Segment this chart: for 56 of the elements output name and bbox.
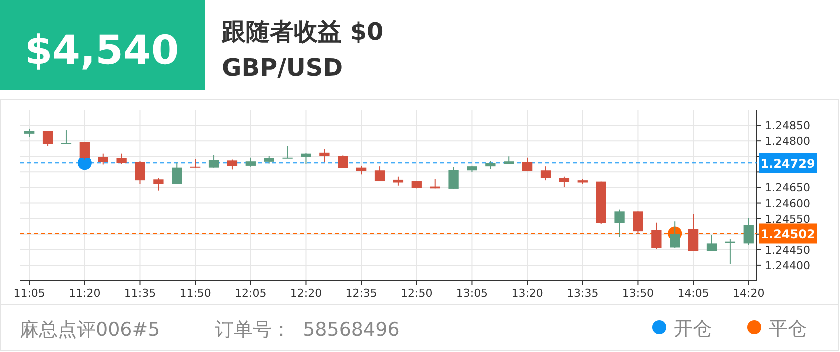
candlestick	[61, 130, 72, 144]
y-tick-label: 1.24850	[765, 120, 810, 133]
x-tick-label: 12:50	[401, 287, 433, 300]
x-tick-label: 12:05	[235, 287, 267, 300]
candlestick	[338, 155, 348, 169]
y-tick-label: 1.24650	[765, 182, 810, 195]
candlestick	[135, 160, 146, 184]
y-tick-label: 1.24600	[765, 197, 810, 210]
candlestick	[227, 159, 238, 170]
candlestick	[559, 176, 570, 188]
candlestick	[540, 166, 552, 182]
x-tick-label: 14:20	[733, 287, 765, 300]
candlestick	[116, 153, 127, 165]
candlestick	[633, 211, 644, 235]
x-tick-label: 11:20	[69, 287, 101, 300]
text: $4,540	[24, 28, 180, 74]
x-tick-label: 12:35	[346, 287, 378, 300]
candlestick	[448, 166, 459, 190]
candlestick	[320, 148, 330, 163]
y-tick-label: 1.24450	[765, 244, 810, 257]
candlestick	[154, 178, 164, 192]
x-tick-label: 11:50	[180, 287, 212, 300]
x-tick-label: 13:50	[622, 287, 654, 300]
candlestick	[80, 142, 90, 160]
candlestick	[282, 146, 293, 159]
ref-line-label: 1.24729	[760, 157, 816, 172]
y-tick-label: 1.24800	[765, 135, 810, 148]
candlestick	[744, 218, 754, 246]
chart-title: 跟随者收益 $0	[221, 18, 384, 46]
y-tick-label: 1.24400	[765, 259, 810, 272]
x-tick-label: 13:35	[567, 287, 599, 300]
candlestick	[706, 234, 718, 252]
candlestick	[42, 130, 54, 147]
x-tick-label: 13:20	[512, 287, 544, 300]
x-tick-label: 13:05	[456, 287, 488, 300]
y-tick-label: 1.24550	[765, 212, 810, 226]
x-tick-label: 12:20	[290, 287, 322, 300]
candlestick	[208, 154, 220, 168]
ref-line-label: 1.24502	[760, 228, 816, 242]
text: 麻总点评006#5	[20, 319, 160, 341]
text: 订单号： 58568496	[215, 319, 400, 341]
candlestick	[522, 157, 533, 172]
candlestick	[614, 209, 625, 238]
legend-label: 平仓	[769, 318, 807, 340]
candlestick	[172, 162, 182, 185]
x-tick-label: 11:05	[14, 287, 46, 300]
legend-label: 开仓	[674, 318, 712, 340]
x-tick-label: 14:05	[678, 287, 710, 300]
candlestick	[393, 176, 404, 186]
candlestick	[374, 166, 386, 182]
candlestick	[246, 157, 256, 168]
chart-subtitle: GBP/USD	[222, 54, 344, 82]
candlestick	[688, 214, 699, 252]
candlestick	[652, 222, 662, 250]
x-tick-label: 11:35	[124, 287, 156, 300]
candlestick	[301, 153, 312, 165]
